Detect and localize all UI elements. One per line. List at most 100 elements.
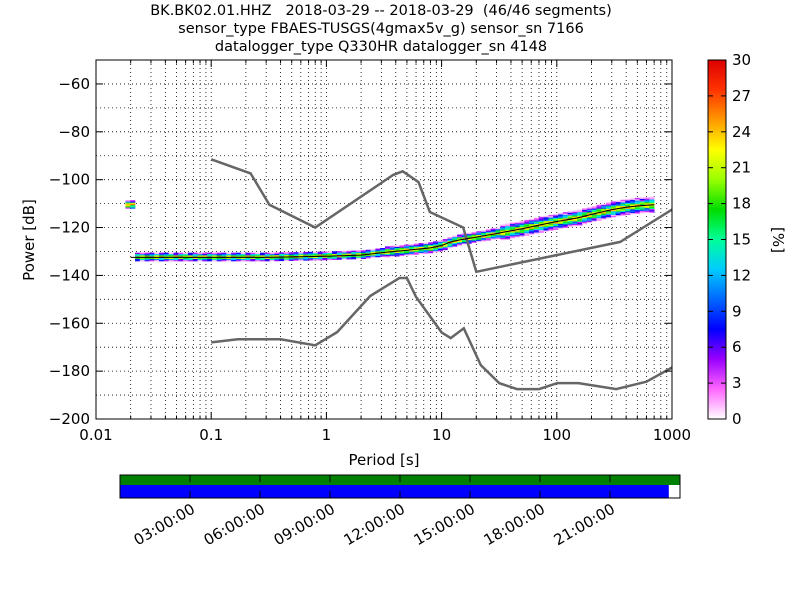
heatmap-cell xyxy=(558,214,564,216)
heatmap-cell xyxy=(423,249,429,252)
mode-line xyxy=(130,204,655,258)
psd-mode-curve xyxy=(130,204,655,258)
heatmap-cell xyxy=(365,250,371,253)
heatmap-cell xyxy=(500,236,506,238)
heatmap-cell xyxy=(312,257,318,260)
heatmap-cell xyxy=(567,224,573,226)
heatmap-cell xyxy=(485,230,492,233)
heatmap-cell xyxy=(615,210,621,212)
heatmap-cell xyxy=(259,253,266,256)
heatmap-cell xyxy=(505,236,511,239)
heatmap-cell xyxy=(452,245,458,247)
heatmap-cell xyxy=(139,259,145,262)
heatmap-cell xyxy=(178,252,184,255)
heatmap-cell xyxy=(572,210,578,212)
heatmap-cell xyxy=(615,206,621,209)
heatmap-cell xyxy=(543,227,549,230)
heatmap-cell xyxy=(375,255,381,258)
heatmap-cell xyxy=(192,252,198,255)
heatmap-cell xyxy=(514,231,520,233)
heatmap-cell xyxy=(187,259,194,262)
heatmap-cell xyxy=(524,229,530,231)
heatmap-cell xyxy=(601,206,607,208)
heatmap-cell xyxy=(639,209,645,211)
coverage-time-label: 15:00:00 xyxy=(411,500,478,549)
heatmap-cell xyxy=(375,254,381,257)
heatmap-cell xyxy=(509,227,516,229)
heatmap-cell xyxy=(519,233,525,236)
heatmap-cell xyxy=(562,220,568,222)
heatmap-cell xyxy=(457,244,463,246)
heatmap-cell xyxy=(543,226,549,229)
heatmap-cell xyxy=(562,218,568,220)
heatmap-cell xyxy=(264,252,270,255)
heatmap-cell xyxy=(577,217,583,220)
heatmap-cell xyxy=(485,235,492,237)
heatmap-cell xyxy=(433,250,439,253)
heatmap-cell xyxy=(389,249,395,251)
heatmap-cell xyxy=(308,251,314,254)
heatmap-cell xyxy=(471,241,477,243)
heatmap-cell xyxy=(168,258,174,261)
heatmap-cell xyxy=(586,216,592,219)
heatmap-cell xyxy=(524,230,530,233)
heatmap-cell xyxy=(509,223,516,226)
heatmap-cell xyxy=(447,239,453,242)
heatmap-cell xyxy=(360,257,367,259)
heatmap-cell xyxy=(524,222,530,224)
colorbar-tick-label: 9 xyxy=(732,302,742,320)
heatmap-cell xyxy=(255,258,261,261)
heatmap-cell xyxy=(437,240,443,242)
heatmap-cell xyxy=(308,257,314,260)
heatmap-cell xyxy=(601,207,607,209)
heatmap-cell xyxy=(481,232,487,235)
heatmap-cell xyxy=(553,228,559,230)
heatmap-cell xyxy=(495,230,501,232)
heatmap-cell xyxy=(428,251,434,254)
heatmap-cell xyxy=(457,235,463,238)
heatmap-cell xyxy=(567,213,573,216)
heatmap-cell xyxy=(457,236,463,239)
heatmap-cell xyxy=(293,259,299,261)
heatmap-cell xyxy=(606,207,612,209)
heatmap-cell xyxy=(226,255,232,257)
y-axis-label: Power [dB] xyxy=(20,199,38,281)
heatmap-cell xyxy=(327,258,333,261)
heatmap-cell xyxy=(533,227,540,229)
heatmap-cell xyxy=(178,255,184,257)
heatmap-cell xyxy=(586,211,592,214)
heatmap-cell xyxy=(591,210,597,213)
heatmap-cell xyxy=(558,218,564,221)
heatmap-cell xyxy=(461,243,467,245)
heatmap-cell xyxy=(505,235,511,237)
heatmap-cell xyxy=(630,209,636,211)
heatmap-cell xyxy=(577,219,583,221)
heatmap-cell xyxy=(356,250,362,252)
heatmap-cell xyxy=(500,238,506,241)
heatmap-cell xyxy=(567,223,573,225)
heatmap-cell xyxy=(404,244,410,247)
y-tick-label: −80 xyxy=(58,123,90,141)
heatmap-cell xyxy=(509,236,516,239)
heatmap-cell xyxy=(538,231,544,233)
heatmap-cell xyxy=(360,251,367,253)
heatmap-cell xyxy=(577,222,583,225)
heatmap-cell xyxy=(649,208,655,211)
heatmap-cell xyxy=(476,231,482,233)
heatmap-cell xyxy=(259,258,266,261)
x-tick-label: 10 xyxy=(432,426,451,444)
heatmap-cell xyxy=(384,253,391,256)
heatmap-cell xyxy=(433,242,439,245)
heatmap-cell xyxy=(235,258,242,261)
heatmap-cell xyxy=(649,205,655,207)
heatmap-cell xyxy=(231,257,237,259)
heatmap-cell xyxy=(634,203,641,206)
heatmap-cell xyxy=(500,234,506,236)
heatmap-cell xyxy=(495,233,501,236)
heatmap-cell xyxy=(543,218,549,220)
heatmap-cell xyxy=(586,221,592,224)
heatmap-cell xyxy=(308,259,314,261)
heatmap-cell xyxy=(533,219,540,221)
heatmap-cell xyxy=(380,250,386,252)
heatmap-cell xyxy=(356,251,362,254)
